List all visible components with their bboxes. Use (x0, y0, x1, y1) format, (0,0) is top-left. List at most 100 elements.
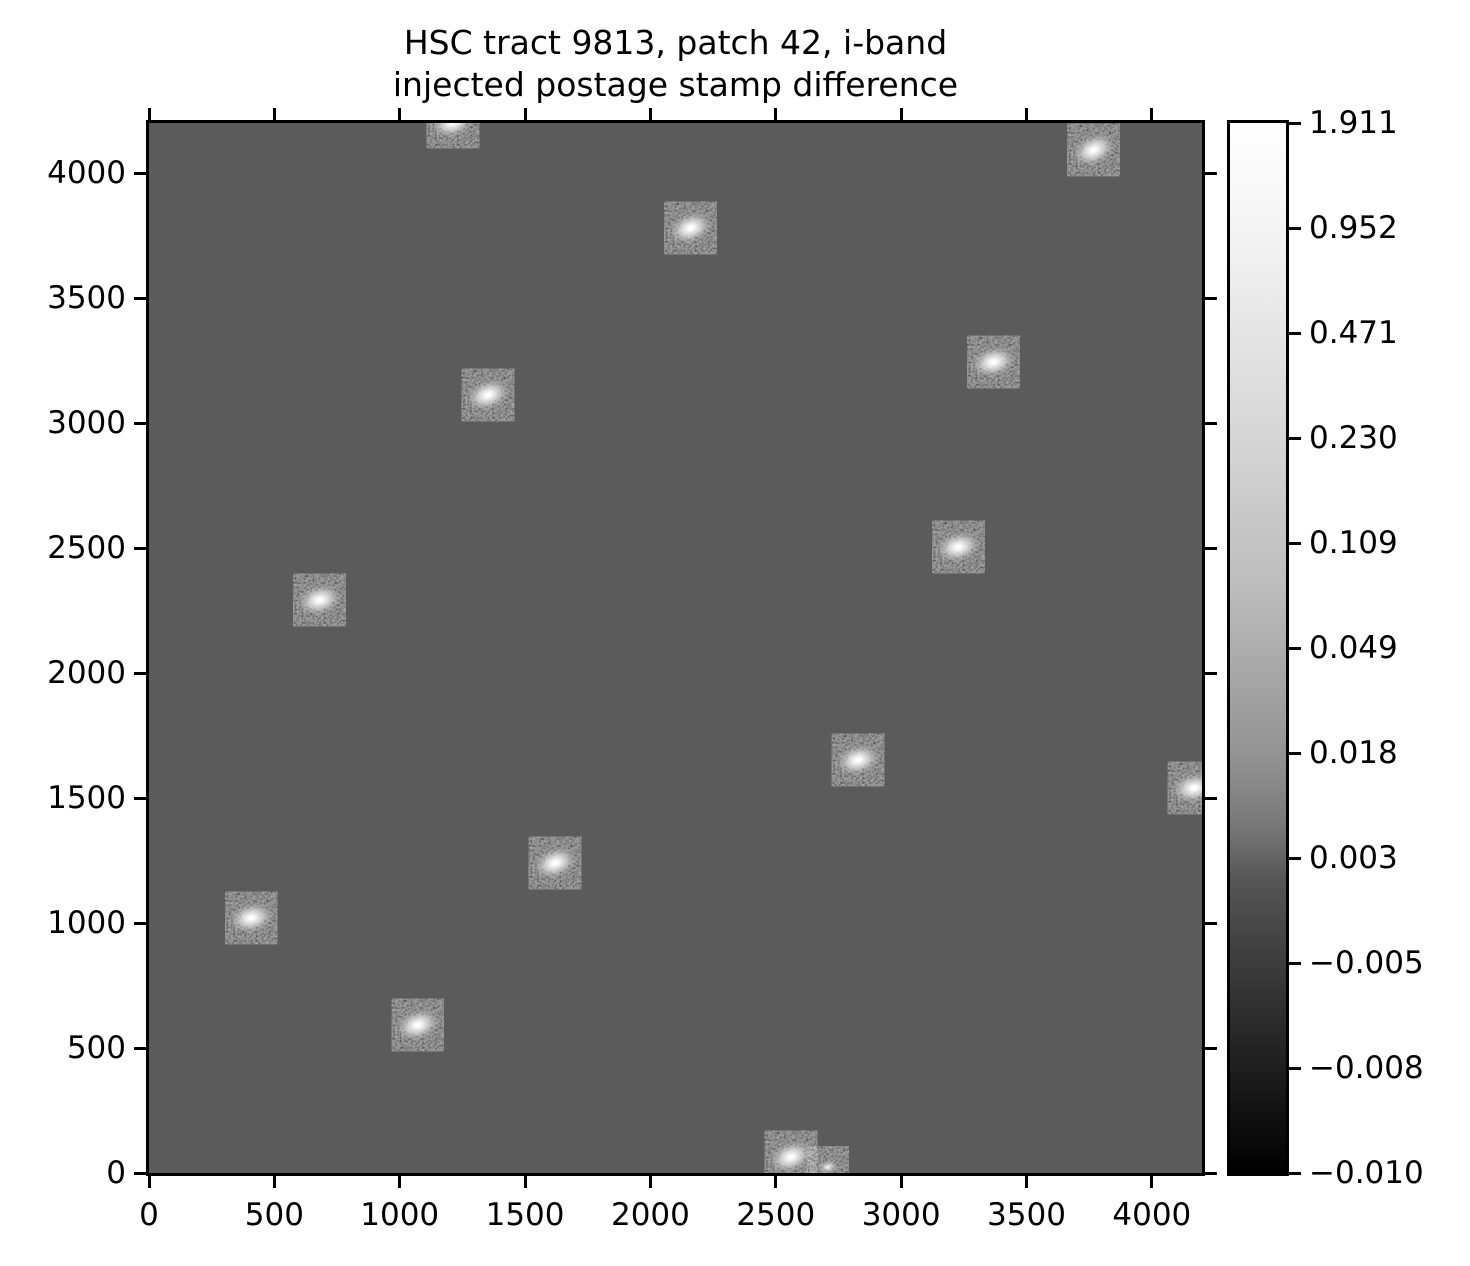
colorbar-tick-label: −0.005 (1309, 945, 1424, 981)
colorbar-tick (1289, 436, 1301, 440)
galaxy-core (822, 1163, 834, 1171)
galaxy-stamp (834, 736, 882, 784)
y-tick-label: 1500 (47, 780, 126, 816)
y-tick-right (1205, 171, 1217, 175)
y-tick-label: 4000 (47, 155, 126, 191)
galaxy-core (982, 354, 1005, 370)
x-tick-label: 500 (244, 1197, 304, 1233)
x-tick-bottom (648, 1176, 652, 1188)
y-tick-label: 2000 (47, 655, 126, 691)
x-tick-label: 2000 (610, 1197, 690, 1233)
x-tick-bottom (523, 1176, 527, 1188)
galaxy-core (780, 1149, 802, 1165)
y-tick-label: 1000 (47, 905, 126, 941)
x-tick-bottom (899, 1176, 903, 1188)
galaxy-core (240, 910, 263, 926)
colorbar-tick-label: 0.003 (1309, 840, 1398, 876)
x-tick-label: 4000 (1112, 1197, 1192, 1233)
colorbar-tick (1289, 1066, 1301, 1070)
x-tick-bottom (774, 1176, 778, 1188)
y-tick-right (1205, 1171, 1217, 1175)
y-tick-label: 0 (106, 1155, 126, 1191)
galaxy-core (544, 855, 566, 871)
x-tick-label: 0 (139, 1197, 159, 1233)
y-tick-left (134, 796, 146, 800)
x-tick-top (272, 108, 276, 120)
y-tick-left (134, 671, 146, 675)
y-tick-right (1205, 546, 1217, 550)
galaxy-stamp (969, 338, 1018, 386)
colorbar-tick-label: 0.049 (1309, 630, 1398, 666)
y-tick-left (134, 1171, 146, 1175)
galaxy-core (477, 387, 499, 403)
galaxy-core (1183, 780, 1202, 796)
colorbar-tick (1289, 226, 1301, 230)
galaxy-core (679, 220, 702, 236)
x-tick-bottom (398, 1176, 402, 1188)
galaxy-core (442, 123, 464, 130)
colorbar-tick (1289, 751, 1301, 755)
plot-title: HSC tract 9813, patch 42, i-band injecte… (149, 22, 1202, 106)
y-tick-left (134, 171, 146, 175)
y-tick-label: 500 (66, 1030, 126, 1066)
colorbar-tick-label: −0.010 (1309, 1155, 1424, 1191)
x-tick-label: 2500 (736, 1197, 816, 1233)
colorbar-tick (1289, 856, 1301, 860)
y-tick-right (1205, 421, 1217, 425)
galaxy-core (308, 592, 331, 608)
galaxy-stamp (767, 1133, 815, 1173)
galaxy-core (407, 1017, 429, 1033)
galaxy-stamp (808, 1147, 847, 1173)
x-tick-top (398, 108, 402, 120)
x-tick-top (147, 108, 151, 120)
colorbar-tick-label: 0.952 (1309, 210, 1398, 246)
galaxy-halo (429, 123, 477, 140)
colorbar-tick-label: 0.471 (1309, 315, 1398, 351)
galaxy-stamp (666, 204, 715, 252)
colorbar-tick (1289, 646, 1301, 650)
colorbar-tick (1289, 541, 1301, 545)
y-tick-right (1205, 921, 1217, 925)
y-tick-label: 2500 (47, 530, 126, 566)
galaxy-stamp (295, 576, 344, 624)
colorbar-tick-label: 0.018 (1309, 735, 1398, 771)
colorbar-tick-label: 0.230 (1309, 420, 1398, 456)
y-tick-right (1205, 1046, 1217, 1050)
x-tick-top (1025, 108, 1028, 120)
galaxy-stamp (464, 371, 512, 419)
x-tick-top (648, 108, 652, 120)
plot-title-line2: injected postage stamp difference (392, 65, 959, 104)
x-tick-bottom (147, 1176, 151, 1188)
galaxy-image-layer (227, 123, 1202, 1173)
colorbar-tick-label: −0.008 (1309, 1050, 1424, 1086)
y-tick-label: 3000 (47, 405, 126, 441)
colorbar-tick (1289, 961, 1301, 965)
x-tick-label: 3000 (861, 1197, 941, 1233)
image-axes (146, 120, 1205, 1176)
colorbar-tick (1289, 1171, 1301, 1175)
y-tick-left (134, 921, 146, 925)
x-tick-top (1150, 108, 1154, 120)
x-tick-top (523, 108, 527, 120)
galaxy-stamp (531, 839, 579, 887)
x-tick-bottom (1025, 1176, 1028, 1188)
x-tick-bottom (272, 1176, 276, 1188)
colorbar (1227, 120, 1289, 1176)
galaxy-stamp (934, 523, 983, 571)
colorbar-tick (1289, 331, 1301, 335)
colorbar-tick-label: 1.911 (1309, 105, 1398, 141)
x-tick-label: 1000 (360, 1197, 440, 1233)
x-tick-label: 3500 (987, 1197, 1066, 1233)
plot-title-line1: HSC tract 9813, patch 42, i-band (403, 23, 948, 62)
x-tick-label: 1500 (485, 1197, 565, 1233)
galaxy-core (847, 752, 869, 768)
y-tick-right (1205, 796, 1217, 800)
x-tick-top (899, 108, 903, 120)
x-tick-top (774, 108, 778, 120)
galaxy-stamp (429, 123, 477, 146)
colorbar-tick (1289, 121, 1301, 125)
galaxy-core (1083, 141, 1105, 159)
galaxy-stamp (1069, 126, 1118, 174)
galaxy-stamp (1170, 764, 1202, 812)
